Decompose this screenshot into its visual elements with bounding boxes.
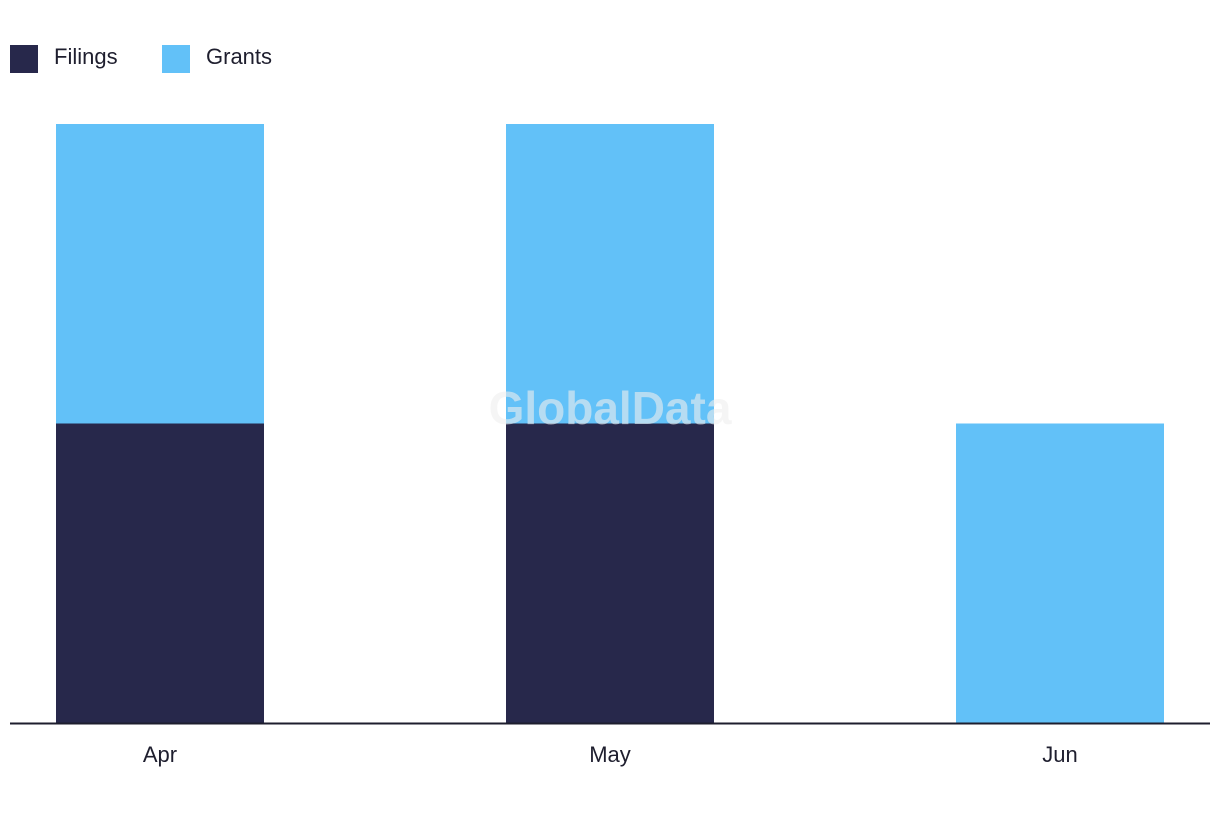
watermark: GlobalData	[489, 382, 732, 434]
legend-label: Filings	[54, 44, 118, 69]
legend-label: Grants	[206, 44, 272, 69]
x-tick-label: Jun	[1042, 742, 1077, 767]
bar-segment	[956, 423, 1164, 723]
bar-segment	[56, 124, 264, 424]
x-tick-label: Apr	[143, 742, 177, 767]
bar-segment	[56, 423, 264, 723]
legend-swatch	[10, 45, 38, 73]
x-tick-label: May	[589, 742, 631, 767]
bar-segment	[506, 423, 714, 723]
bar-segment	[506, 124, 714, 424]
legend-swatch	[162, 45, 190, 73]
